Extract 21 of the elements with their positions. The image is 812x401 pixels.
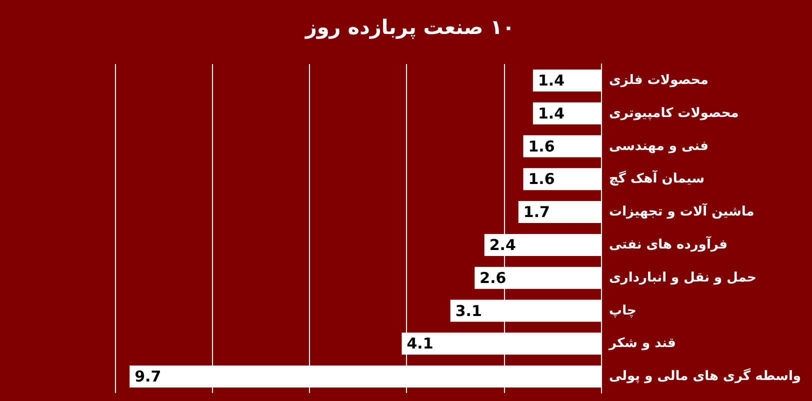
y-tick-label: محصولات کامپیوتری (609, 106, 739, 121)
y-tick-label: حمل و نقل و انبارداری (609, 270, 756, 286)
y-tick-label: واسطه گری های مالی و پولی (609, 368, 801, 384)
data-label: 2.6 (480, 268, 506, 287)
data-label: 1.6 (528, 137, 555, 156)
chart-title: ۱۰ صنعت پربازده روز (304, 15, 515, 39)
data-label: 1.7 (523, 203, 550, 222)
data-label: 3.1 (455, 302, 482, 320)
y-tick-label: فرآورده های نفتی (609, 235, 728, 252)
data-label: 1.4 (538, 104, 565, 122)
y-tick-label: محصولات فلزی (609, 72, 708, 88)
data-label: 2.4 (489, 236, 516, 254)
y-tick-label: سیمان آهک گچ (609, 170, 705, 187)
data-label: 4.1 (406, 334, 434, 353)
data-label: 9.7 (134, 368, 162, 386)
y-tick-label: قند و شکر (608, 336, 676, 352)
data-label: 1.4 (538, 71, 565, 90)
y-tick-label: ماشین آلات و تجهیزات (609, 202, 754, 220)
y-tick-label: چاپ (609, 303, 636, 318)
y-tick-label: فنی و مهندسی (609, 138, 708, 154)
data-label: 1.6 (528, 170, 555, 188)
